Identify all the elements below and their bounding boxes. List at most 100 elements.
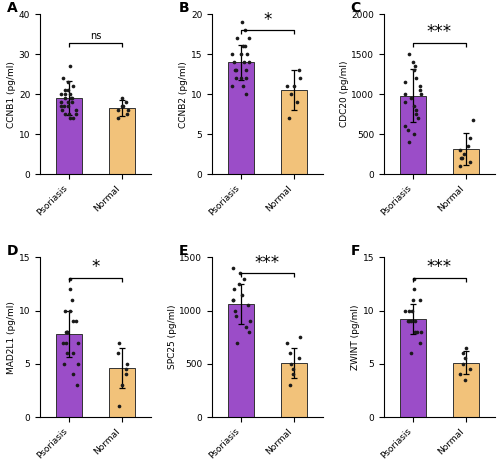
Point	[70, 349, 78, 357]
Point	[412, 74, 420, 82]
Point	[246, 318, 254, 325]
Point	[122, 371, 130, 378]
Point	[460, 150, 468, 158]
Point	[410, 66, 418, 74]
Point	[296, 74, 304, 82]
Point	[286, 382, 294, 389]
Y-axis label: ZWINT (pg/ml): ZWINT (pg/ml)	[351, 304, 360, 370]
Point	[405, 307, 413, 314]
Point	[408, 307, 416, 314]
Point	[240, 82, 248, 90]
Point	[230, 296, 237, 304]
Point	[64, 102, 72, 110]
Point	[245, 58, 253, 66]
Point	[237, 74, 245, 82]
Point	[456, 146, 464, 154]
Point	[460, 376, 468, 383]
Point	[114, 106, 122, 114]
Text: *: *	[264, 10, 272, 28]
Point	[231, 66, 239, 74]
Bar	[108, 368, 135, 417]
Point	[238, 50, 246, 58]
Point	[414, 114, 422, 122]
Point	[230, 307, 238, 314]
Point	[466, 158, 473, 166]
Point	[296, 66, 304, 74]
Point	[417, 91, 425, 98]
Point	[122, 365, 130, 373]
Bar	[108, 108, 135, 174]
Point	[456, 371, 464, 378]
Bar	[56, 98, 82, 174]
Text: F: F	[350, 245, 360, 258]
Point	[466, 134, 474, 142]
Point	[410, 285, 418, 293]
Point	[457, 155, 465, 162]
Point	[459, 349, 467, 357]
Point	[60, 360, 68, 368]
Point	[416, 296, 424, 304]
Point	[66, 307, 74, 314]
Point	[410, 275, 418, 283]
Point	[296, 333, 304, 341]
Point	[286, 360, 294, 368]
Point	[242, 74, 250, 82]
Point	[412, 328, 420, 336]
Bar	[56, 334, 82, 417]
Point	[246, 328, 254, 336]
Point	[74, 382, 82, 389]
Point	[286, 91, 294, 98]
Text: B: B	[178, 1, 190, 16]
Point	[66, 110, 74, 118]
Point	[459, 360, 467, 368]
Point	[412, 106, 420, 114]
Point	[411, 63, 419, 70]
Point	[417, 328, 425, 336]
Point	[284, 82, 292, 90]
Point	[407, 318, 415, 325]
Point	[64, 86, 72, 94]
Y-axis label: CCNB2 (pg/ml): CCNB2 (pg/ml)	[179, 61, 188, 128]
Point	[68, 296, 76, 304]
Point	[118, 94, 126, 102]
Bar	[280, 363, 307, 417]
Point	[64, 99, 72, 106]
Point	[123, 110, 131, 118]
Point	[242, 66, 250, 74]
Point	[407, 349, 415, 357]
Point	[416, 82, 424, 90]
Point	[72, 318, 80, 325]
Text: D: D	[6, 245, 18, 258]
Point	[405, 50, 413, 58]
Point	[285, 114, 293, 122]
Point	[244, 301, 252, 309]
Point	[64, 78, 72, 86]
Point	[230, 296, 237, 304]
Point	[69, 114, 77, 122]
Point	[232, 312, 240, 319]
Point	[72, 110, 80, 118]
Point	[118, 102, 126, 110]
Point	[241, 27, 249, 34]
Point	[66, 91, 74, 98]
Point	[68, 371, 76, 378]
Point	[232, 66, 239, 74]
Text: E: E	[178, 245, 188, 258]
Point	[63, 328, 71, 336]
Point	[458, 155, 466, 162]
Text: ***: ***	[255, 254, 280, 272]
Point	[116, 403, 124, 410]
Point	[409, 58, 417, 66]
Point	[124, 106, 132, 114]
Point	[295, 355, 303, 362]
Point	[118, 382, 126, 389]
Point	[412, 110, 420, 118]
Point	[228, 82, 236, 90]
Point	[288, 365, 296, 373]
Point	[468, 116, 476, 124]
Point	[464, 142, 472, 150]
Point	[74, 360, 82, 368]
Text: ns: ns	[90, 31, 101, 41]
Point	[62, 110, 70, 118]
Bar	[228, 304, 254, 417]
